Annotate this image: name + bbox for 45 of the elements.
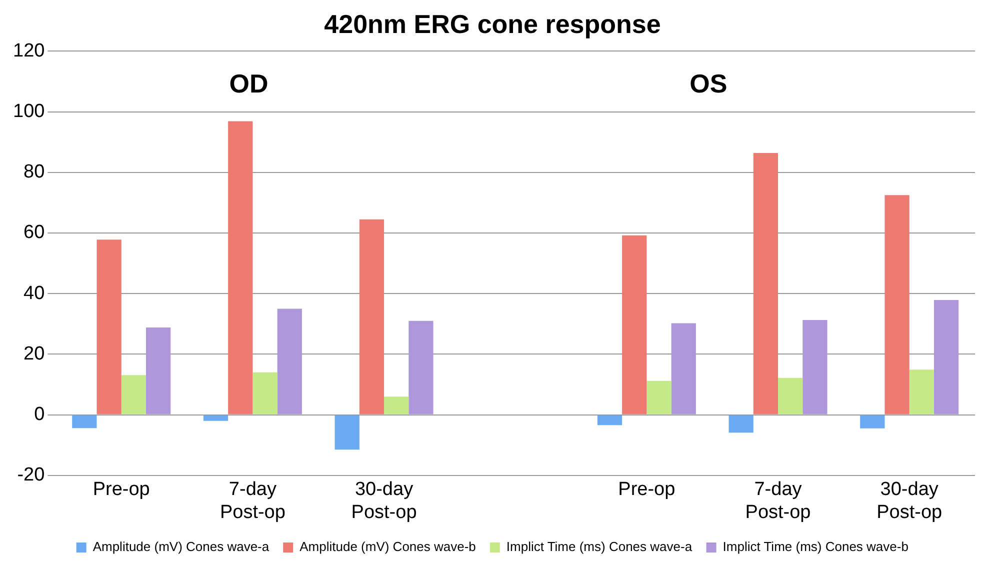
bar [121, 375, 146, 414]
bar [860, 415, 885, 428]
y-tick-label: 40 [24, 282, 45, 304]
bar [934, 300, 959, 414]
y-tick-label: -20 [17, 464, 45, 486]
y-tick-label: 0 [34, 404, 45, 426]
bar [802, 320, 828, 414]
chart-title: 420nm ERG cone response [324, 8, 661, 39]
bar [228, 121, 253, 414]
x-tick-label: 30-day Post-op [351, 479, 417, 523]
y-tick-label: 20 [24, 343, 45, 364]
y-tick-label: 80 [24, 162, 45, 183]
bar [203, 415, 228, 421]
bar [277, 308, 302, 414]
x-tick-label: Pre-op [618, 479, 676, 500]
bar [753, 153, 778, 414]
x-tick-label: 30-day Post-op [876, 479, 942, 523]
bar [334, 415, 360, 450]
annotation: OS [690, 68, 728, 98]
bar [146, 328, 171, 414]
legend-label: Amplitude (mV) Cones wave-b [300, 539, 476, 554]
annotation: OD [229, 68, 268, 98]
legend-label: Implict Time (ms) Cones wave-b [722, 539, 908, 554]
bar [778, 378, 803, 414]
y-tick-label: 100 [13, 101, 45, 122]
bar [671, 323, 696, 414]
bar [252, 372, 278, 414]
y-tick-label: 60 [24, 222, 45, 244]
bar [622, 235, 647, 414]
bar [646, 380, 672, 414]
bar [909, 370, 934, 414]
bar [597, 415, 622, 426]
x-tick-label: 7-day Post-op [745, 479, 811, 523]
bar [884, 195, 910, 414]
legend-label: Implict Time (ms) Cones wave-a [506, 539, 693, 554]
bar [728, 415, 754, 433]
bar [408, 320, 434, 414]
bar [72, 415, 97, 428]
bar [359, 219, 384, 414]
bar [384, 396, 409, 414]
bar [96, 240, 122, 414]
legend-label: Amplitude (mV) Cones wave-a [92, 539, 270, 554]
x-tick-label: 7-day Post-op [220, 479, 286, 523]
x-tick-label: Pre-op [92, 479, 150, 500]
y-tick-label: 120 [13, 40, 45, 62]
